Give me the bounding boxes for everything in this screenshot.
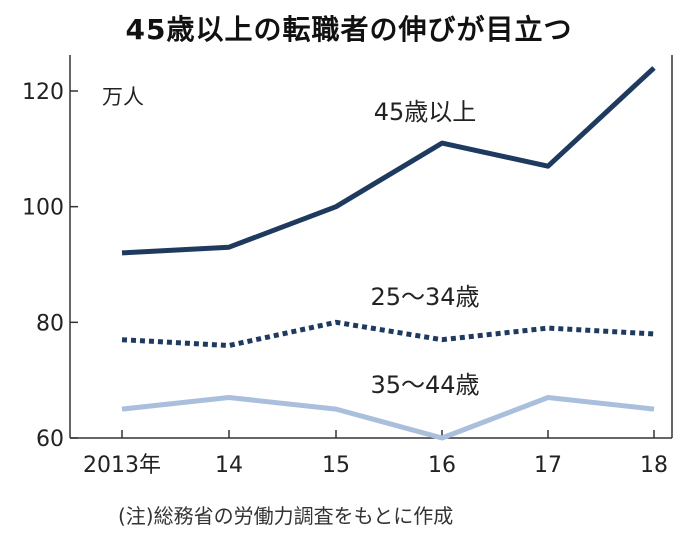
source-note: (注)総務省の労働力調査をもとに作成	[118, 504, 454, 528]
series-label: 25～34歳	[370, 283, 479, 311]
y-tick-label: 80	[36, 311, 64, 336]
tick-labels: 60 80 100 120 2013年 14 15 16 17 18	[22, 80, 668, 478]
x-tick-label: 16	[428, 453, 456, 478]
x-tick-label: 18	[640, 453, 668, 478]
series-line	[121, 319, 655, 348]
y-tick-label: 60	[36, 427, 64, 452]
series-lines	[121, 66, 656, 441]
series-label: 35～44歳	[370, 371, 479, 399]
series-line	[121, 66, 656, 256]
unit-label: 万人	[102, 85, 144, 109]
chart-title: 45歳以上の転職者の伸びが目立つ	[125, 13, 573, 46]
y-tick-label: 100	[22, 196, 64, 221]
x-tick-label: 14	[215, 453, 243, 478]
series-label: 45歳以上	[374, 98, 477, 126]
x-tick-label: 17	[534, 453, 562, 478]
x-tick-label: 15	[322, 453, 350, 478]
series-line	[121, 395, 655, 441]
y-tick-label: 120	[22, 80, 64, 105]
x-tick-label: 2013年	[83, 453, 161, 478]
series-labels: 45歳以上 25～34歳 35～44歳	[370, 98, 479, 399]
axes	[69, 55, 673, 439]
